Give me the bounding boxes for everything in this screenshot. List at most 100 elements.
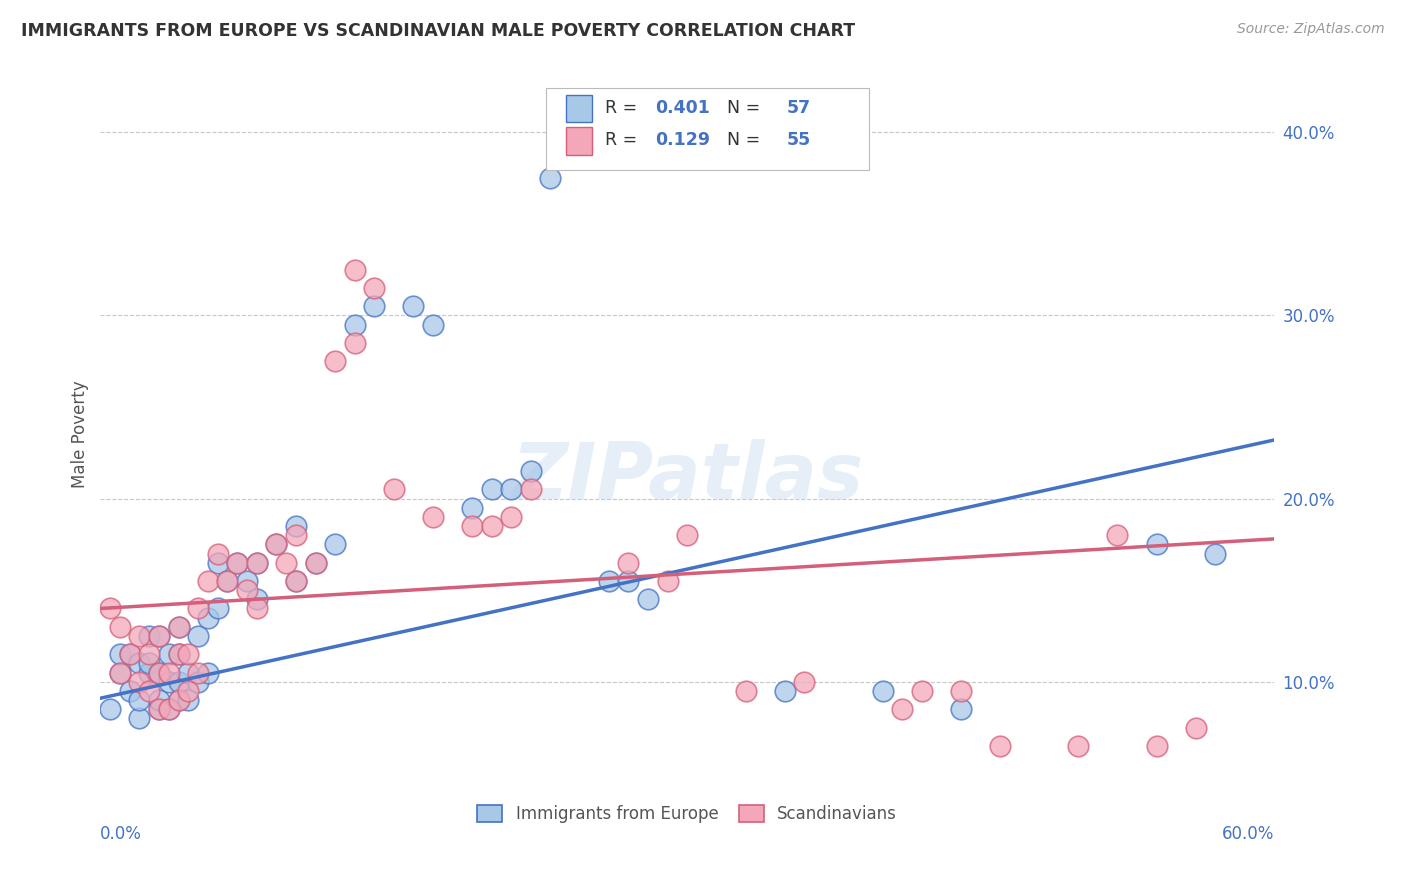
Point (236, 574, 259, 588)
Point (1067, 739, 1090, 753)
Text: 0.0%: 0.0% (100, 824, 142, 843)
Point (207, 601, 229, 615)
Point (501, 510, 523, 524)
Point (167, 620, 190, 634)
Point (98, 702, 121, 716)
Point (157, 674, 180, 689)
Text: R =: R = (605, 131, 643, 149)
Text: 60.0%: 60.0% (1222, 824, 1274, 843)
Point (402, 299, 425, 313)
Point (422, 318, 444, 332)
Point (108, 647, 131, 661)
Point (617, 574, 640, 588)
Point (266, 537, 288, 551)
Point (872, 684, 894, 698)
Point (676, 528, 699, 542)
Point (284, 574, 307, 588)
Point (138, 657, 160, 671)
Point (187, 665, 209, 680)
Point (519, 464, 541, 478)
Point (177, 647, 200, 661)
Point (363, 299, 385, 313)
Point (793, 674, 815, 689)
Text: Source: ZipAtlas.com: Source: ZipAtlas.com (1237, 22, 1385, 37)
Point (657, 574, 679, 588)
Point (148, 665, 170, 680)
Point (637, 592, 659, 607)
Point (138, 647, 160, 661)
Point (617, 556, 640, 570)
Point (177, 665, 200, 680)
Text: IMMIGRANTS FROM EUROPE VS SCANDINAVIAN MALE POVERTY CORRELATION CHART: IMMIGRANTS FROM EUROPE VS SCANDINAVIAN M… (21, 22, 855, 40)
Point (148, 702, 170, 716)
Point (118, 647, 141, 661)
Text: 57: 57 (787, 99, 811, 117)
Point (481, 483, 503, 497)
FancyBboxPatch shape (547, 88, 869, 170)
Point (343, 335, 366, 350)
Point (157, 647, 180, 661)
Point (773, 684, 796, 698)
Point (246, 556, 269, 570)
Point (949, 684, 972, 698)
Point (148, 665, 170, 680)
Point (157, 702, 180, 716)
Point (108, 665, 131, 680)
Point (108, 665, 131, 680)
Point (1184, 721, 1206, 735)
Point (148, 629, 170, 643)
Legend: Immigrants from Europe, Scandinavians: Immigrants from Europe, Scandinavians (471, 798, 904, 830)
Point (138, 665, 160, 680)
Y-axis label: Male Poverty: Male Poverty (72, 381, 89, 488)
Point (177, 693, 200, 707)
Point (217, 574, 239, 588)
Point (207, 556, 229, 570)
Point (157, 665, 180, 680)
Point (167, 647, 190, 661)
Point (1107, 528, 1129, 542)
Point (167, 674, 190, 689)
Text: N =: N = (717, 99, 766, 117)
Point (461, 500, 484, 515)
Point (128, 629, 150, 643)
Point (501, 483, 523, 497)
Point (363, 281, 385, 295)
Point (148, 629, 170, 643)
Point (323, 354, 346, 368)
Point (167, 693, 190, 707)
Point (911, 684, 934, 698)
Point (138, 629, 160, 643)
Point (187, 601, 209, 615)
Point (1204, 547, 1226, 561)
Point (118, 684, 141, 698)
Point (138, 684, 160, 698)
Text: 0.129: 0.129 (655, 131, 710, 149)
Point (461, 519, 484, 533)
Point (108, 620, 131, 634)
Point (598, 574, 620, 588)
Point (177, 684, 200, 698)
Point (128, 693, 150, 707)
Point (284, 574, 307, 588)
Point (246, 556, 269, 570)
Point (246, 601, 269, 615)
Point (128, 711, 150, 725)
Text: 0.401: 0.401 (655, 99, 710, 117)
Bar (567, 95, 592, 122)
Point (148, 693, 170, 707)
Point (246, 592, 269, 607)
Point (217, 574, 239, 588)
Point (207, 547, 229, 561)
Point (891, 702, 914, 716)
Point (734, 684, 756, 698)
Point (128, 657, 150, 671)
Point (167, 647, 190, 661)
Point (197, 610, 219, 624)
Point (343, 262, 366, 277)
Point (266, 537, 288, 551)
Point (323, 537, 346, 551)
Point (197, 574, 219, 588)
Point (538, 171, 561, 186)
Text: N =: N = (717, 131, 766, 149)
Point (187, 629, 209, 643)
